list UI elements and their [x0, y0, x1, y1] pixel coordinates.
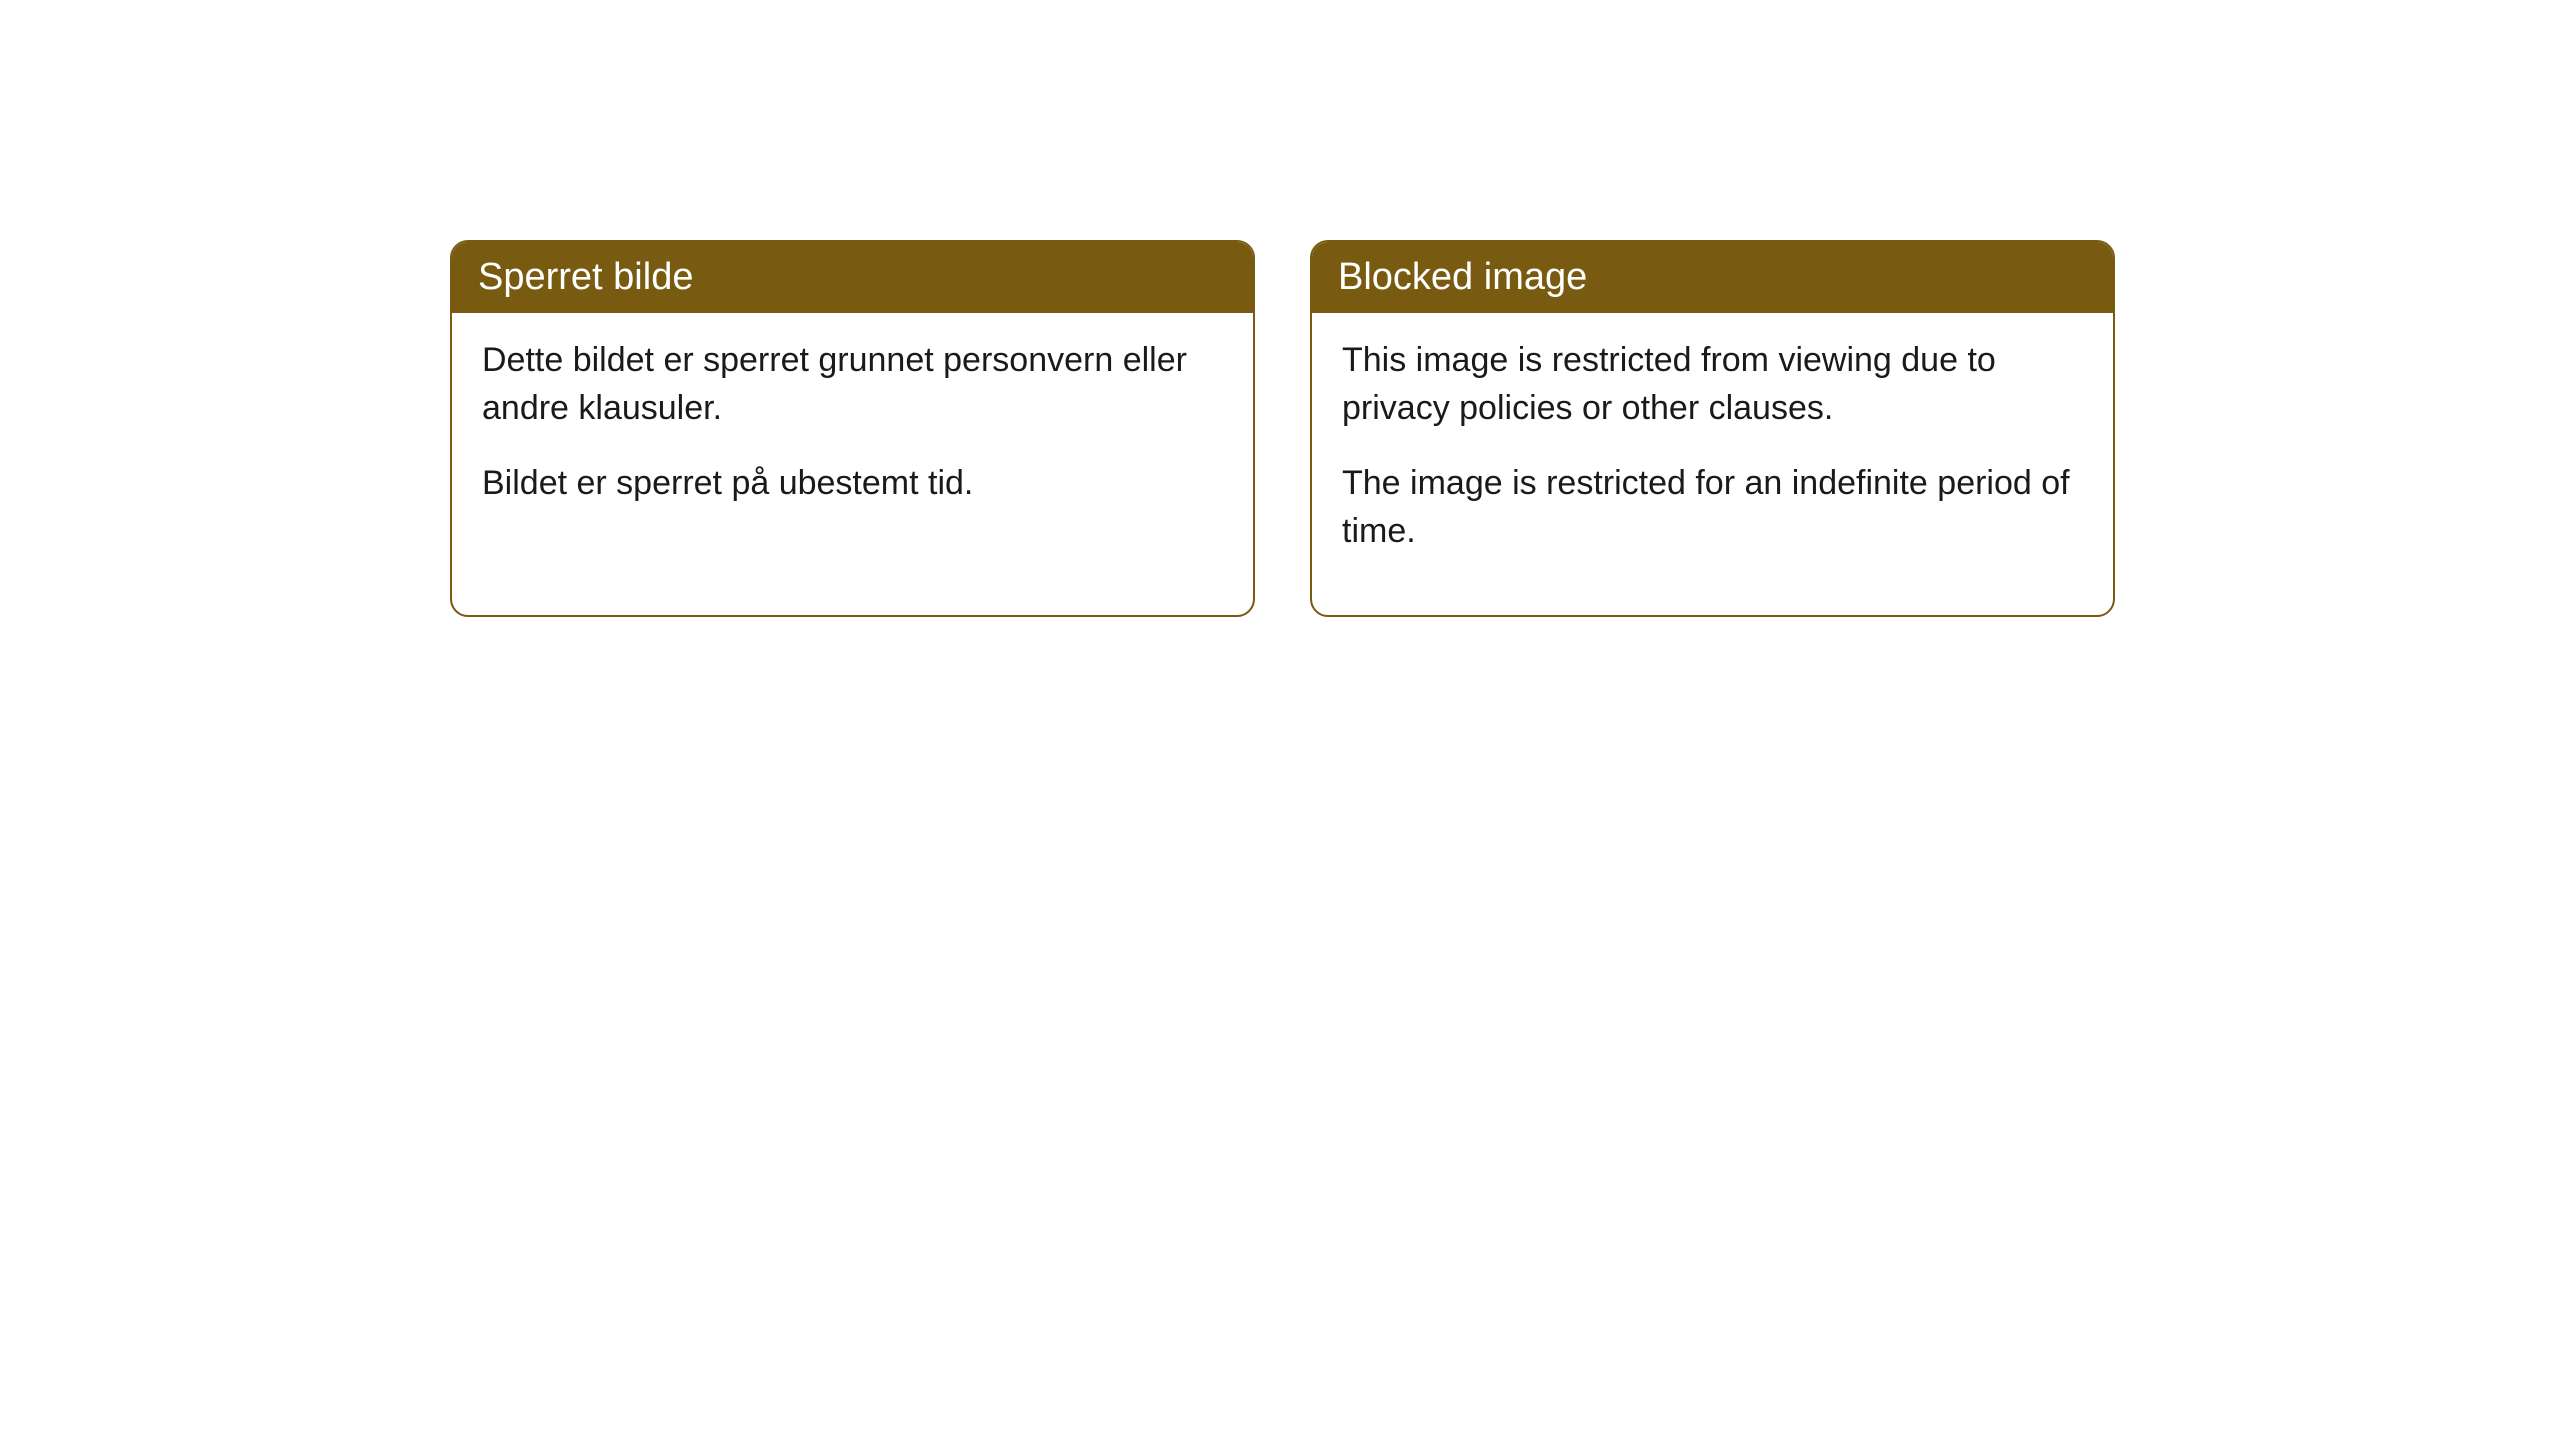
card-body: Dette bildet er sperret grunnet personve… — [452, 313, 1253, 568]
card-body-line2: Bildet er sperret på ubestemt tid. — [482, 460, 1223, 508]
notice-card-english: Blocked image This image is restricted f… — [1310, 240, 2115, 617]
card-header: Sperret bilde — [452, 242, 1253, 313]
card-body: This image is restricted from viewing du… — [1312, 313, 2113, 615]
card-body-line1: This image is restricted from viewing du… — [1342, 337, 2083, 432]
card-body-line2: The image is restricted for an indefinit… — [1342, 460, 2083, 555]
notice-card-norwegian: Sperret bilde Dette bildet er sperret gr… — [450, 240, 1255, 617]
notice-cards-container: Sperret bilde Dette bildet er sperret gr… — [450, 240, 2115, 617]
card-body-line1: Dette bildet er sperret grunnet personve… — [482, 337, 1223, 432]
card-header: Blocked image — [1312, 242, 2113, 313]
